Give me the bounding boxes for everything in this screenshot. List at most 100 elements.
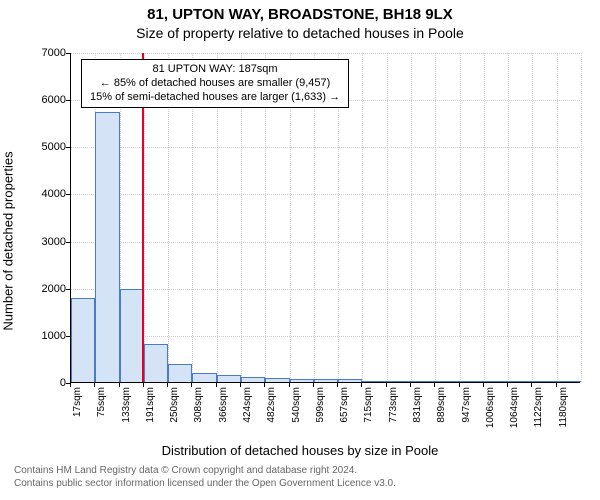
annotation-line-3: 15% of semi-detached houses are larger (… — [90, 91, 340, 105]
x-tick-mark — [167, 383, 168, 387]
annotation-line-2: ← 85% of detached houses are smaller (9,… — [90, 77, 340, 91]
gridline-vertical — [362, 53, 363, 382]
histogram-bar — [387, 381, 411, 382]
x-tick-mark — [386, 383, 387, 387]
x-tick-label: 191sqm — [145, 387, 156, 437]
footer: Contains HM Land Registry data © Crown c… — [14, 464, 600, 490]
gridline-vertical — [387, 53, 388, 382]
x-tick-label: 75sqm — [96, 387, 107, 437]
histogram-bar — [290, 379, 314, 382]
histogram-bar — [557, 381, 581, 382]
gridline-vertical — [411, 53, 412, 382]
footer-line-1: Contains HM Land Registry data © Crown c… — [14, 464, 600, 477]
y-tick-label: 4000 — [40, 188, 66, 200]
y-tick-mark — [66, 53, 70, 54]
gridline-vertical — [532, 53, 533, 382]
y-tick-label: 3000 — [40, 236, 66, 248]
histogram-bar — [120, 289, 144, 382]
x-tick-mark — [94, 383, 95, 387]
x-tick-label: 773sqm — [388, 387, 399, 437]
y-tick-label: 7000 — [40, 47, 66, 59]
x-tick-label: 947sqm — [461, 387, 472, 437]
gridline-vertical — [435, 53, 436, 382]
histogram-bar — [460, 381, 484, 382]
x-tick-mark — [361, 383, 362, 387]
x-tick-label: 715sqm — [363, 387, 374, 437]
x-tick-mark — [459, 383, 460, 387]
y-tick-label: 5000 — [40, 141, 66, 153]
x-tick-label: 366sqm — [218, 387, 229, 437]
x-tick-label: 1064sqm — [509, 387, 520, 437]
x-tick-mark — [216, 383, 217, 387]
x-tick-label: 599sqm — [315, 387, 326, 437]
histogram-bar — [508, 381, 532, 382]
gridline-vertical — [484, 53, 485, 382]
histogram-bar — [411, 381, 435, 382]
y-tick-mark — [66, 242, 70, 243]
y-tick-mark — [66, 147, 70, 148]
x-tick-mark — [313, 383, 314, 387]
x-tick-mark — [337, 383, 338, 387]
x-axis-label: Distribution of detached houses by size … — [0, 443, 600, 458]
x-tick-mark — [483, 383, 484, 387]
histogram-bar — [95, 112, 119, 382]
histogram-bar — [168, 364, 192, 382]
x-tick-mark — [507, 383, 508, 387]
x-tick-label: 17sqm — [72, 387, 83, 437]
gridline-vertical — [460, 53, 461, 382]
x-tick-mark — [264, 383, 265, 387]
x-tick-mark — [410, 383, 411, 387]
histogram-bar — [144, 344, 168, 382]
y-axis-label: Number of detached properties — [1, 151, 16, 330]
gridline-horizontal — [71, 242, 580, 243]
x-tick-mark — [143, 383, 144, 387]
x-tick-mark — [191, 383, 192, 387]
x-tick-label: 1122sqm — [533, 387, 544, 437]
chart-container: Number of detached properties 81 UPTON W… — [0, 41, 600, 441]
histogram-bar — [71, 298, 95, 382]
annotation-line-1: 81 UPTON WAY: 187sqm — [90, 63, 340, 77]
x-tick-mark — [119, 383, 120, 387]
x-tick-mark — [531, 383, 532, 387]
page-title: 81, UPTON WAY, BROADSTONE, BH18 9LX — [0, 6, 600, 23]
gridline-horizontal — [71, 194, 580, 195]
x-tick-label: 1180sqm — [558, 387, 569, 437]
gridline-horizontal — [71, 289, 580, 290]
y-tick-label: 1000 — [40, 330, 66, 342]
gridline-vertical — [508, 53, 509, 382]
x-tick-mark — [556, 383, 557, 387]
x-tick-mark — [434, 383, 435, 387]
histogram-bar — [362, 381, 386, 382]
gridline-vertical — [581, 53, 582, 382]
histogram-bar — [338, 379, 362, 382]
histogram-bar — [265, 378, 289, 382]
x-tick-mark — [70, 383, 71, 387]
histogram-bar — [532, 381, 556, 382]
histogram-bar — [435, 381, 459, 382]
x-tick-label: 482sqm — [266, 387, 277, 437]
y-tick-mark — [66, 194, 70, 195]
y-tick-label: 0 — [40, 377, 66, 389]
gridline-vertical — [557, 53, 558, 382]
x-tick-label: 889sqm — [436, 387, 447, 437]
histogram-bar — [314, 379, 338, 382]
y-tick-mark — [66, 100, 70, 101]
y-tick-mark — [66, 336, 70, 337]
histogram-bar — [484, 381, 508, 382]
y-tick-label: 6000 — [40, 94, 66, 106]
histogram-bar — [217, 375, 241, 382]
gridline-horizontal — [71, 336, 580, 337]
x-tick-mark — [289, 383, 290, 387]
y-tick-label: 2000 — [40, 283, 66, 295]
x-tick-label: 540sqm — [291, 387, 302, 437]
x-tick-label: 657sqm — [339, 387, 350, 437]
y-tick-mark — [66, 289, 70, 290]
x-tick-label: 133sqm — [121, 387, 132, 437]
footer-line-2: Contains public sector information licen… — [14, 477, 600, 490]
x-tick-mark — [240, 383, 241, 387]
gridline-horizontal — [71, 147, 580, 148]
x-tick-label: 424sqm — [242, 387, 253, 437]
plot-area: 81 UPTON WAY: 187sqm ← 85% of detached h… — [70, 53, 580, 383]
x-tick-label: 308sqm — [193, 387, 204, 437]
x-tick-label: 831sqm — [412, 387, 423, 437]
